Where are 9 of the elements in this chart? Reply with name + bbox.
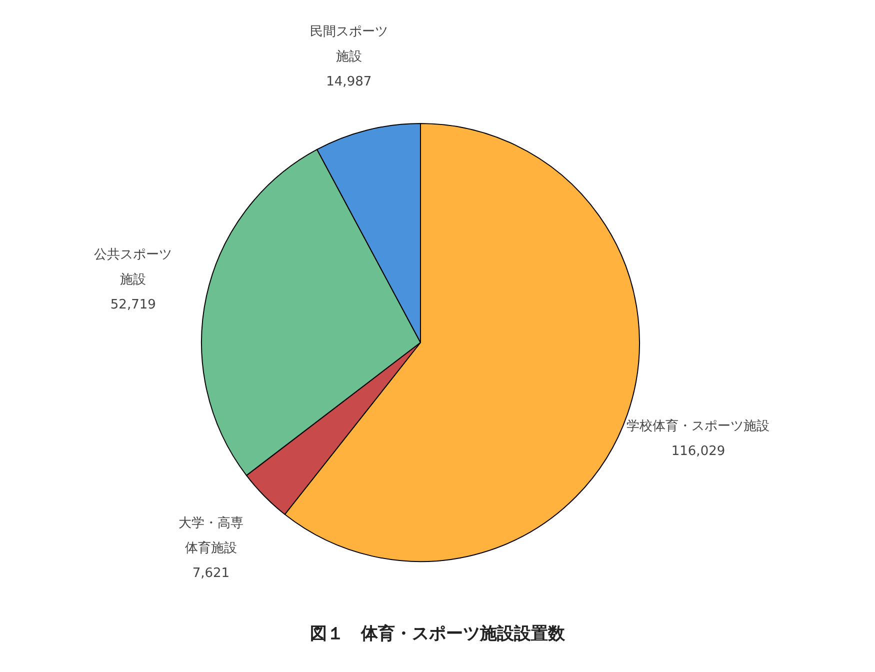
slice-label: 大学・高専体育施設 (178, 515, 244, 556)
data-label: 14,987 (326, 74, 372, 90)
data-label: 116,029 (671, 444, 726, 459)
data-label: 52,719 (110, 298, 156, 313)
slice-label: 学校体育・スポーツ施設 (626, 418, 770, 434)
text: 図１ 体育・スポーツ施設設置数 (309, 623, 566, 645)
slice-label: 公共スポーツ施設 (94, 248, 172, 288)
data-label: 7,621 (192, 566, 230, 582)
slice-label: 民間スポーツ施設 (310, 24, 388, 65)
